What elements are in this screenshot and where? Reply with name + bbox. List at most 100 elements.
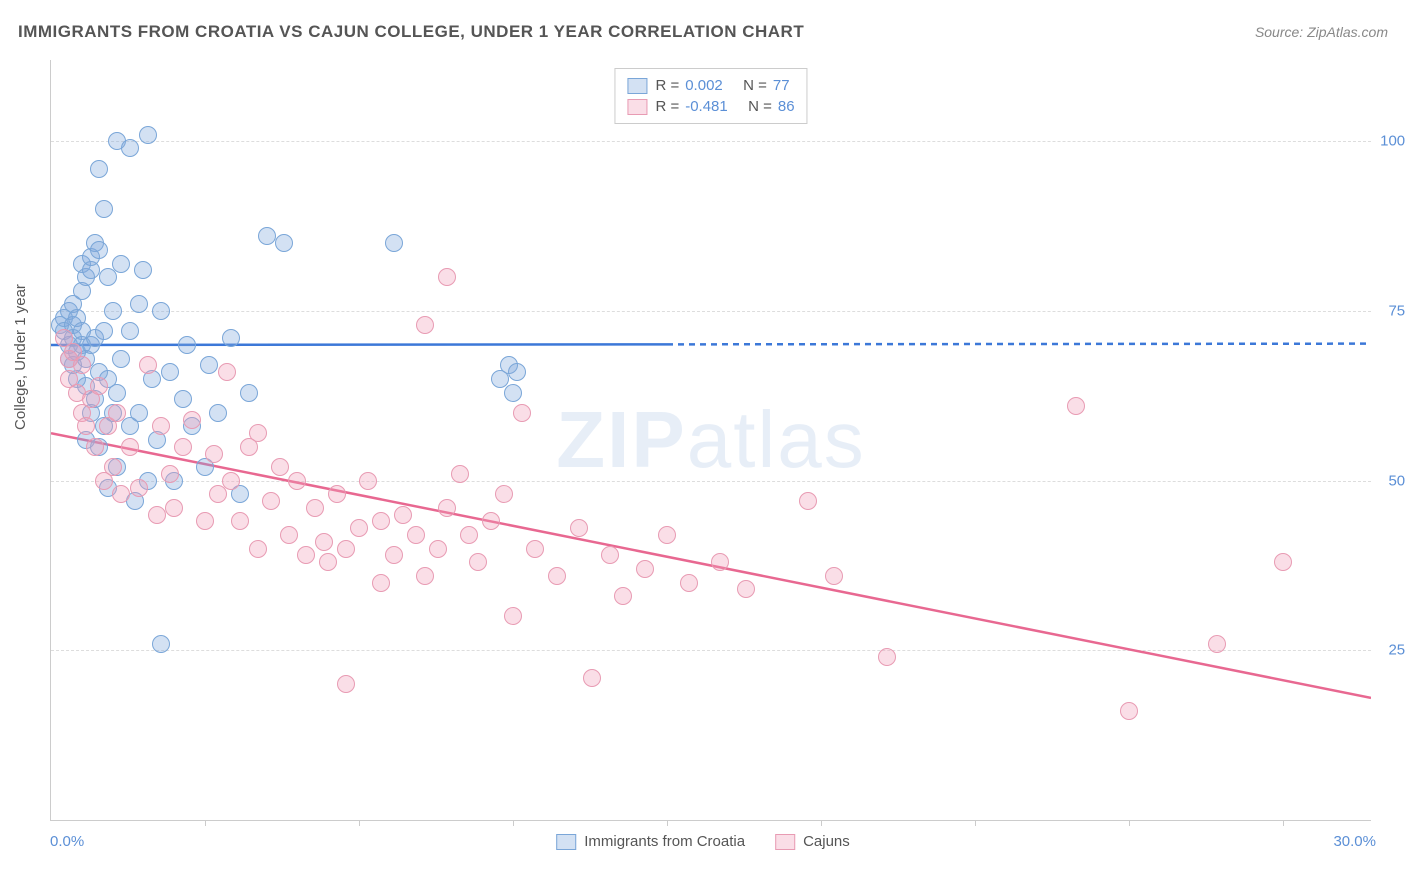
data-point <box>130 404 148 422</box>
data-point <box>178 336 196 354</box>
legend-item: Cajuns <box>775 833 850 850</box>
data-point <box>658 526 676 544</box>
data-point <box>570 519 588 537</box>
data-point <box>1274 553 1292 571</box>
data-point <box>90 160 108 178</box>
x-tick <box>513 820 515 826</box>
x-tick <box>975 820 977 826</box>
data-point <box>548 567 566 585</box>
data-point <box>469 553 487 571</box>
data-point <box>315 533 333 551</box>
data-point <box>460 526 478 544</box>
x-tick <box>1283 820 1285 826</box>
data-point <box>249 540 267 558</box>
data-point <box>196 512 214 530</box>
data-point <box>165 499 183 517</box>
gridline <box>51 650 1371 651</box>
data-point <box>275 234 293 252</box>
data-point <box>495 485 513 503</box>
legend-swatch <box>775 834 795 850</box>
data-point <box>121 322 139 340</box>
data-point <box>86 438 104 456</box>
data-point <box>614 587 632 605</box>
data-point <box>1120 702 1138 720</box>
source-attribution: Source: ZipAtlas.com <box>1255 24 1388 40</box>
data-point <box>95 322 113 340</box>
data-point <box>513 404 531 422</box>
data-point <box>161 363 179 381</box>
data-point <box>416 316 434 334</box>
data-point <box>288 472 306 490</box>
legend-item: Immigrants from Croatia <box>556 833 745 850</box>
data-point <box>112 485 130 503</box>
legend-swatch <box>556 834 576 850</box>
data-point <box>121 139 139 157</box>
data-point <box>77 417 95 435</box>
data-point <box>737 580 755 598</box>
data-point <box>711 553 729 571</box>
data-point <box>139 126 157 144</box>
x-tick <box>1129 820 1131 826</box>
data-point <box>90 377 108 395</box>
y-axis-label: College, Under 1 year <box>12 284 29 430</box>
data-point <box>99 268 117 286</box>
data-point <box>104 458 122 476</box>
y-tick-label: 25.0% <box>1376 642 1406 659</box>
data-point <box>90 241 108 259</box>
gridline <box>51 141 1371 142</box>
data-point <box>438 268 456 286</box>
data-point <box>482 512 500 530</box>
data-point <box>601 546 619 564</box>
data-point <box>583 669 601 687</box>
data-point <box>134 261 152 279</box>
data-point <box>319 553 337 571</box>
data-point <box>231 512 249 530</box>
data-point <box>350 519 368 537</box>
watermark: ZIPatlas <box>556 394 865 486</box>
legend-row: R =0.002 N =77 <box>627 75 794 96</box>
data-point <box>297 546 315 564</box>
data-point <box>799 492 817 510</box>
legend-swatch <box>627 99 647 115</box>
data-point <box>1208 635 1226 653</box>
y-tick-label: 100.0% <box>1376 133 1406 150</box>
data-point <box>526 540 544 558</box>
data-point <box>209 404 227 422</box>
data-point <box>148 506 166 524</box>
chart-title: IMMIGRANTS FROM CROATIA VS CAJUN COLLEGE… <box>18 22 804 42</box>
data-point <box>218 363 236 381</box>
data-point <box>385 234 403 252</box>
data-point <box>508 363 526 381</box>
data-point <box>249 424 267 442</box>
data-point <box>222 329 240 347</box>
data-point <box>174 390 192 408</box>
data-point <box>130 295 148 313</box>
data-point <box>394 506 412 524</box>
data-point <box>121 438 139 456</box>
data-point <box>262 492 280 510</box>
data-point <box>306 499 324 517</box>
data-point <box>152 635 170 653</box>
chart-plot-area: ZIPatlas 25.0%50.0%75.0%100.0% R =0.002 … <box>50 60 1371 821</box>
data-point <box>108 404 126 422</box>
y-tick-label: 75.0% <box>1376 303 1406 320</box>
data-point <box>337 540 355 558</box>
data-point <box>161 465 179 483</box>
data-point <box>152 417 170 435</box>
data-point <box>183 411 201 429</box>
data-point <box>73 356 91 374</box>
x-axis-max-label: 30.0% <box>1333 833 1376 850</box>
data-point <box>258 227 276 245</box>
data-point <box>416 567 434 585</box>
data-point <box>372 512 390 530</box>
data-point <box>271 458 289 476</box>
gridline <box>51 481 1371 482</box>
data-point <box>451 465 469 483</box>
data-point <box>636 560 654 578</box>
legend-swatch <box>627 78 647 94</box>
x-tick <box>821 820 823 826</box>
data-point <box>112 255 130 273</box>
data-point <box>878 648 896 666</box>
data-point <box>104 302 122 320</box>
series-legend: Immigrants from Croatia Cajuns <box>556 833 850 850</box>
